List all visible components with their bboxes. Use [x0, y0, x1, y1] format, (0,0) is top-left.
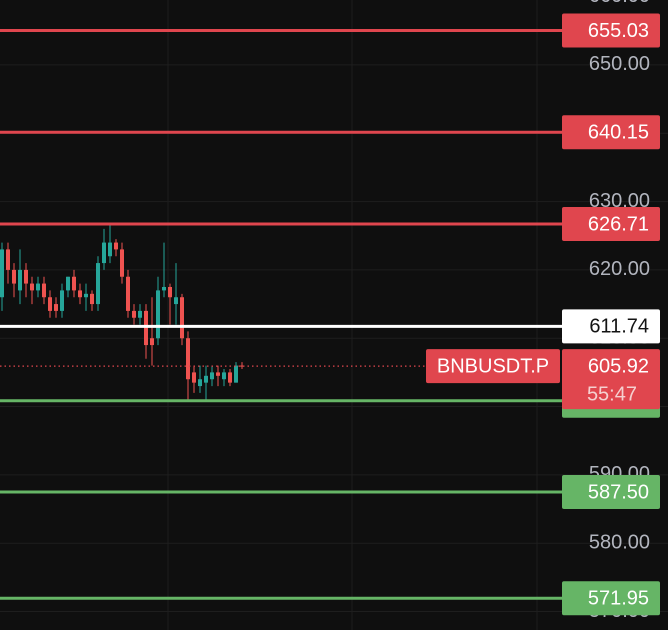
candle-body — [234, 365, 238, 383]
level-label: 626.71 — [588, 213, 649, 235]
candle-body — [30, 283, 34, 291]
candle-body — [66, 276, 70, 291]
candle-body — [168, 286, 172, 298]
symbol-box — [426, 349, 560, 384]
candle-body — [6, 249, 10, 270]
candle-body — [150, 338, 154, 346]
candle-body — [12, 269, 16, 284]
y-tick-label: 660.00 — [589, 0, 650, 7]
candle-body — [84, 293, 88, 298]
level-label-box — [562, 309, 660, 344]
candle-body — [78, 290, 82, 298]
y-tick-label: 650.00 — [589, 53, 650, 75]
candle-body — [204, 375, 208, 383]
candle-body — [42, 283, 46, 298]
candle-body — [96, 263, 100, 305]
candle-body — [48, 297, 52, 311]
candle-body — [228, 372, 232, 383]
candle-body — [0, 249, 4, 298]
level-label-box — [562, 474, 660, 509]
candle-body — [72, 276, 76, 291]
level-label-box — [562, 207, 660, 242]
y-tick-label: 620.00 — [589, 258, 650, 280]
level-label: 587.50 — [588, 481, 649, 503]
candle-body — [114, 242, 118, 250]
y-tick-label: 580.00 — [589, 532, 650, 554]
candle-body — [18, 269, 22, 291]
last-price-box — [562, 349, 660, 410]
candle-body — [102, 242, 106, 264]
level-label: 640.15 — [588, 121, 649, 143]
candle-body — [108, 242, 112, 257]
candle-body — [126, 276, 130, 311]
candle-body — [174, 297, 178, 305]
candle-body — [210, 372, 214, 380]
candle-body — [198, 379, 202, 387]
candle-body — [162, 286, 166, 291]
y-tick-label: 630.00 — [589, 190, 650, 212]
level-label: 655.03 — [588, 20, 649, 42]
symbol-label: BNBUSDT.P — [437, 355, 549, 377]
candle-body — [156, 290, 160, 339]
candle-body — [186, 338, 190, 380]
countdown-label: 55:47 — [587, 383, 637, 405]
candle-body — [144, 310, 148, 346]
level-label-box — [562, 115, 660, 150]
candle-body — [240, 365, 244, 367]
candle-body — [36, 283, 40, 291]
level-label-box — [562, 581, 660, 616]
candle-body — [192, 372, 196, 383]
level-label: 611.74 — [589, 316, 649, 338]
candle-body — [222, 372, 226, 380]
last-price-label: 605.92 — [588, 355, 649, 377]
candle-body — [180, 297, 184, 339]
candle-body — [54, 304, 58, 311]
candle-body — [132, 310, 136, 318]
candle-body — [24, 269, 28, 284]
candle-body — [138, 310, 142, 318]
candle-body — [120, 249, 124, 277]
candle-body — [216, 372, 220, 376]
candle-body — [90, 293, 94, 305]
level-label-box — [562, 13, 660, 48]
candle-body — [60, 290, 64, 311]
level-label: 571.95 — [588, 588, 649, 610]
